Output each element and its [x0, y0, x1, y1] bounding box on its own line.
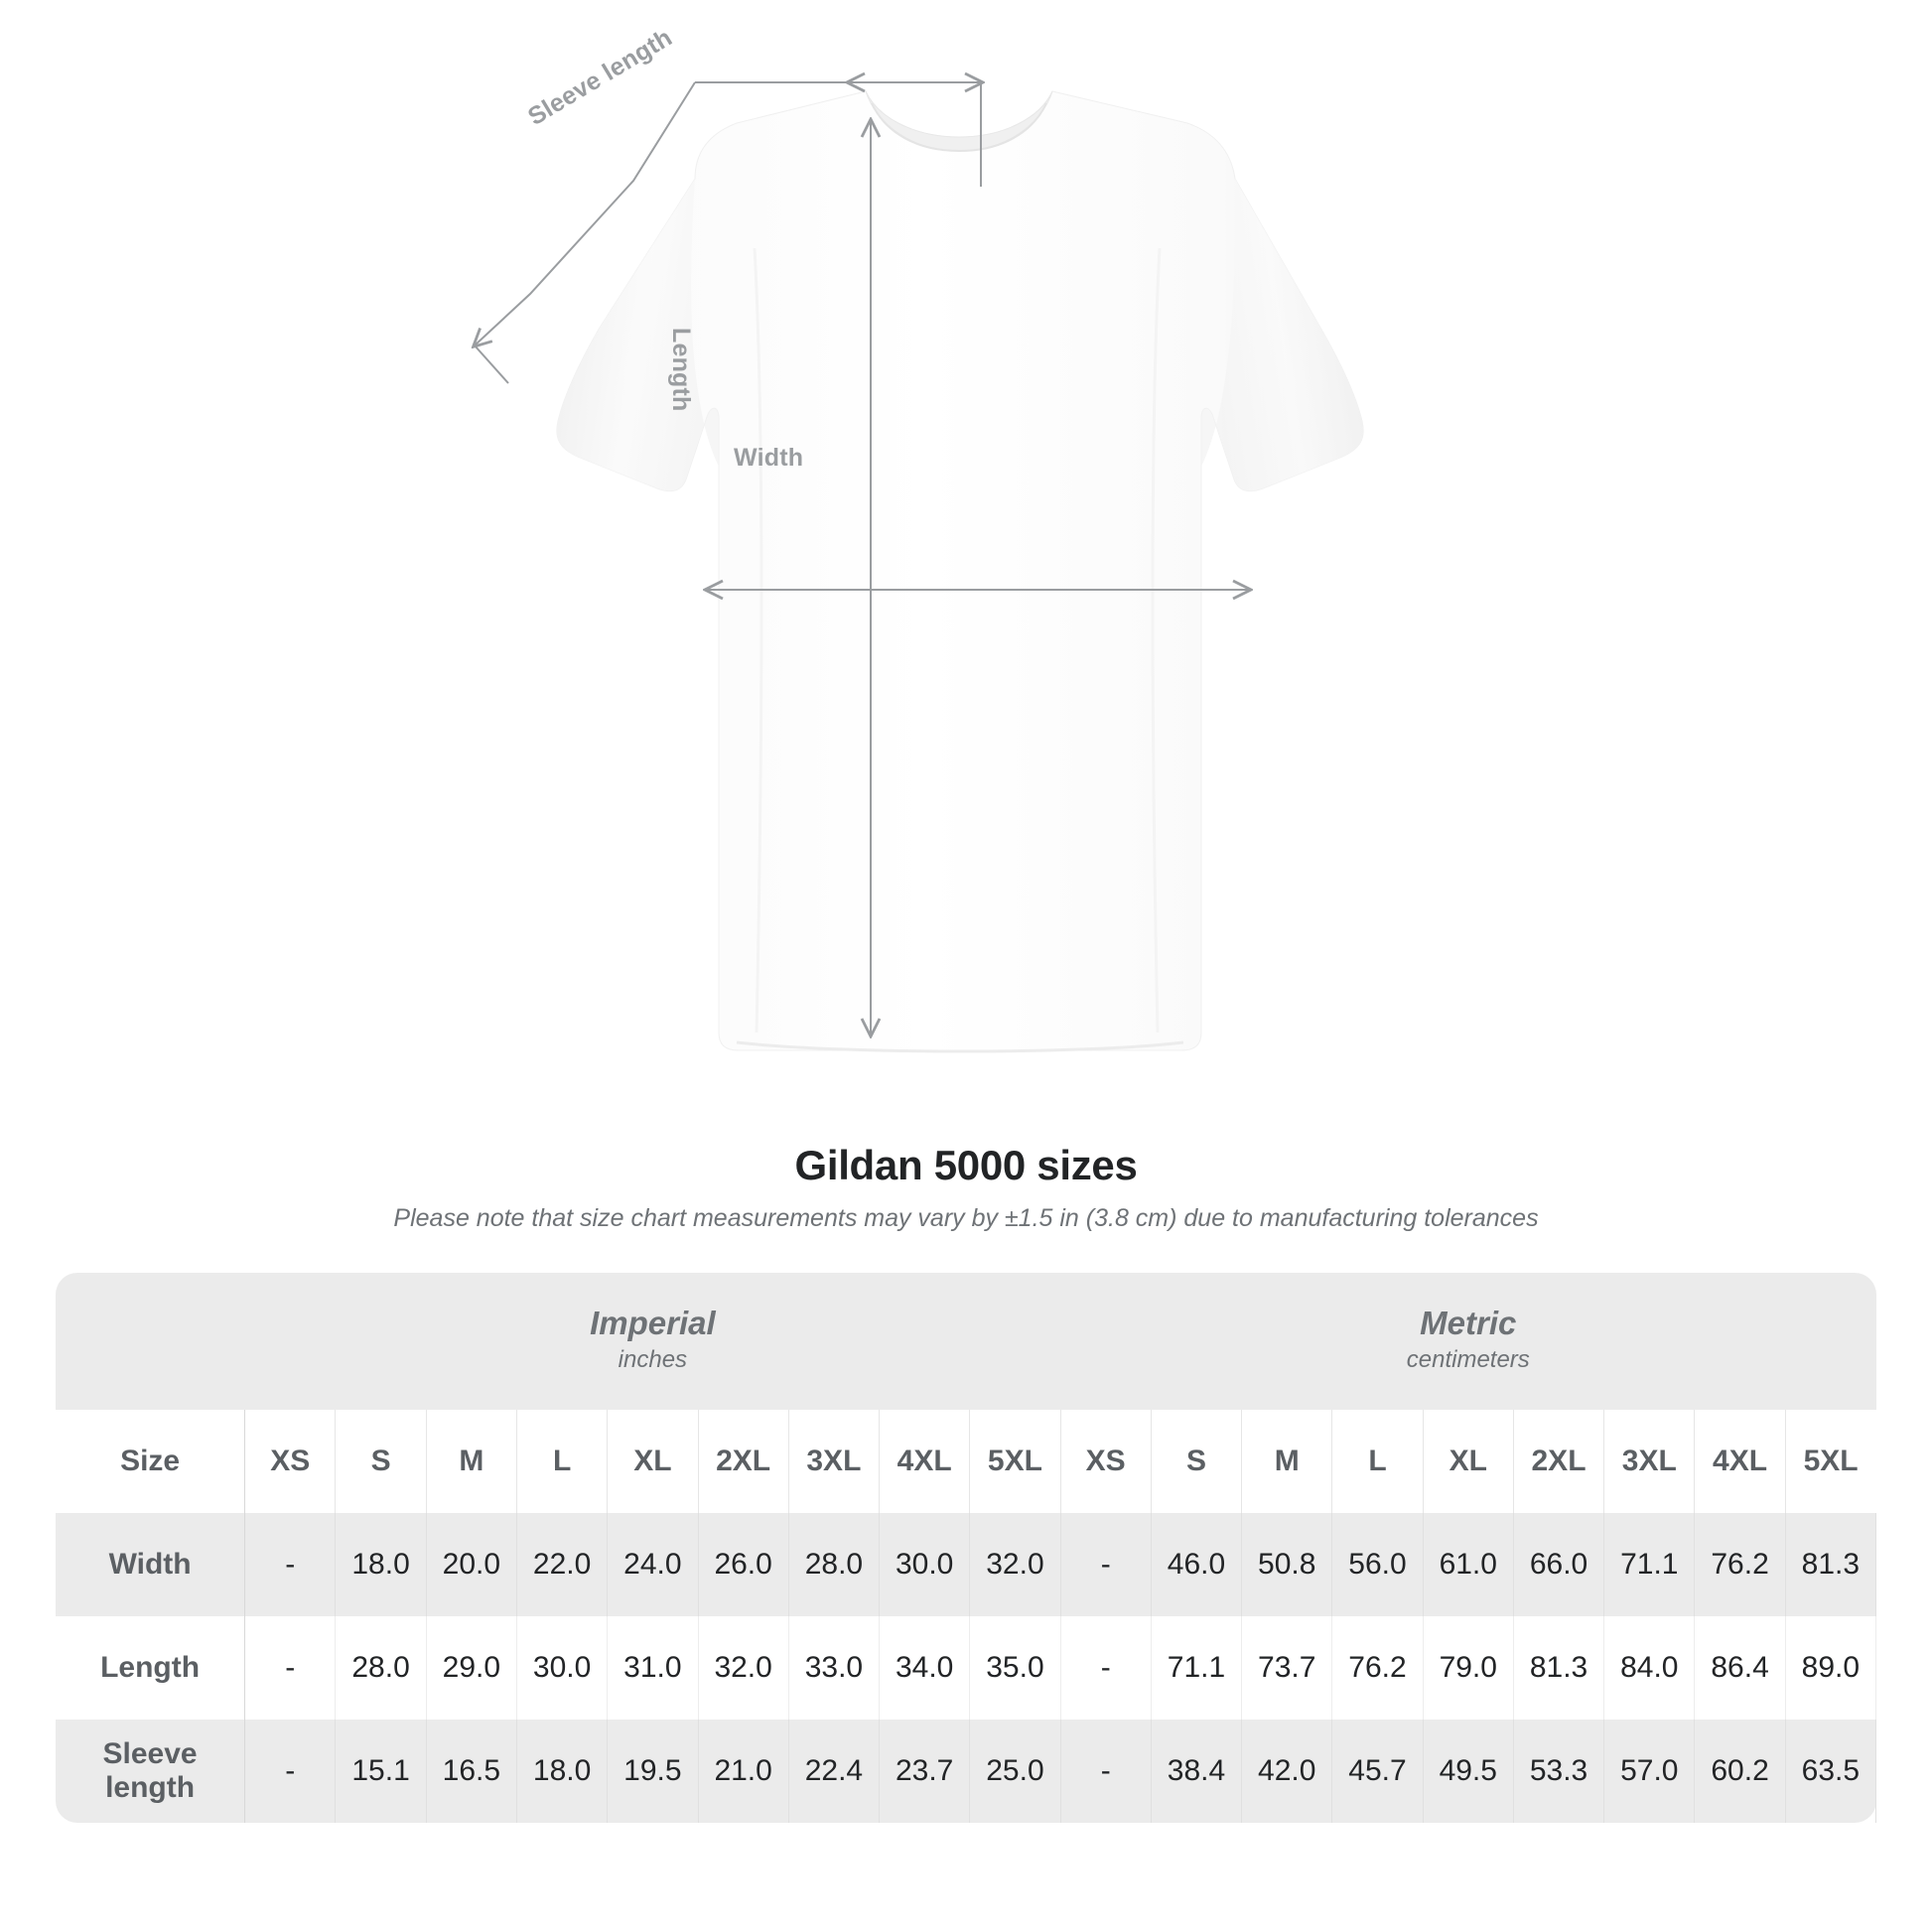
- cell-length-imperial-xs: -: [244, 1616, 337, 1720]
- cell-length-metric-5xl: 89.0: [1785, 1616, 1877, 1720]
- cell-length-imperial-4xl: 34.0: [879, 1616, 971, 1720]
- width-label: Width: [734, 444, 804, 472]
- cell-sleeve-length-metric-2xl: 53.3: [1513, 1720, 1605, 1823]
- cell-sleeve-length-metric-4xl: 60.2: [1694, 1720, 1786, 1823]
- cell-sleeve-length-metric-xs: -: [1059, 1720, 1152, 1823]
- cell-sleeve-length-metric-s: 38.4: [1151, 1720, 1243, 1823]
- cell-length-imperial-s: 28.0: [335, 1616, 427, 1720]
- cell-length-imperial-xl: 31.0: [607, 1616, 699, 1720]
- size-header-imperial-5xl: 5XL: [969, 1410, 1061, 1513]
- cell-width-imperial-s: 18.0: [335, 1513, 427, 1616]
- unit-name: Metric: [1420, 1305, 1517, 1342]
- size-header-imperial-4xl: 4XL: [879, 1410, 971, 1513]
- size-table-container: Imperial inches Metric centimeters Size XS S M L…: [56, 1273, 1877, 1823]
- size-header-imperial-2xl: 2XL: [698, 1410, 789, 1513]
- unit-header-imperial: Imperial inches: [244, 1273, 1061, 1410]
- cell-width-imperial-m: 20.0: [426, 1513, 517, 1616]
- cell-sleeve-length-metric-xl: 49.5: [1423, 1720, 1514, 1823]
- cell-width-metric-3xl: 71.1: [1603, 1513, 1696, 1616]
- cell-length-metric-l: 76.2: [1331, 1616, 1424, 1720]
- cell-length-metric-3xl: 84.0: [1603, 1616, 1696, 1720]
- unit-row-spacer: [56, 1273, 245, 1410]
- size-header-metric-4xl: 4XL: [1694, 1410, 1786, 1513]
- size-header-metric-5xl: 5XL: [1785, 1410, 1876, 1513]
- unit-header-metric: Metric centimeters: [1060, 1273, 1876, 1410]
- unit-subtitle: inches: [618, 1345, 688, 1373]
- row-label-width: Width: [56, 1513, 246, 1616]
- size-table: Imperial inches Metric centimeters Size XS S M L…: [56, 1273, 1877, 1823]
- table-row: Width -18.0 20.0 22.0 24.0 26.0 28.0 30.0 32.0-4…: [56, 1513, 1877, 1616]
- shirt-silhouette: [556, 90, 1364, 1053]
- cell-sleeve-length-imperial-xl: 19.5: [607, 1720, 699, 1823]
- cell-sleeve-length-imperial-s: 15.1: [335, 1720, 427, 1823]
- size-header-metric-s: S: [1151, 1410, 1243, 1513]
- cell-length-metric-xl: 79.0: [1423, 1616, 1514, 1720]
- size-header-imperial-3xl: 3XL: [788, 1410, 881, 1513]
- cell-sleeve-length-imperial-l: 18.0: [516, 1720, 609, 1823]
- cell-length-imperial-3xl: 33.0: [788, 1616, 881, 1720]
- size-header-imperial-m: M: [426, 1410, 517, 1513]
- cell-width-imperial-4xl: 30.0: [879, 1513, 971, 1616]
- unit-header-row: Imperial inches Metric centimeters: [56, 1273, 1876, 1410]
- cell-length-metric-xs: -: [1059, 1616, 1152, 1720]
- cell-width-imperial-3xl: 28.0: [788, 1513, 881, 1616]
- cell-sleeve-length-metric-3xl: 57.0: [1603, 1720, 1696, 1823]
- cell-width-imperial-l: 22.0: [516, 1513, 609, 1616]
- size-header-metric-xl: XL: [1423, 1410, 1514, 1513]
- cell-width-metric-m: 50.8: [1241, 1513, 1333, 1616]
- cell-length-metric-2xl: 81.3: [1513, 1616, 1605, 1720]
- cell-width-metric-xs: -: [1059, 1513, 1152, 1616]
- size-header-imperial-s: S: [335, 1410, 427, 1513]
- cell-length-metric-4xl: 86.4: [1694, 1616, 1786, 1720]
- sleeve-length-dimension-arrow: [475, 82, 981, 384]
- table-row: Length -28.0 29.0 30.0 31.0 32.0 33.0 34.0 35.0-…: [56, 1616, 1877, 1720]
- cell-sleeve-length-metric-m: 42.0: [1241, 1720, 1333, 1823]
- cell-sleeve-length-imperial-xs: -: [244, 1720, 337, 1823]
- cell-sleeve-length-metric-l: 45.7: [1331, 1720, 1424, 1823]
- cell-length-imperial-5xl: 35.0: [969, 1616, 1061, 1720]
- cell-width-metric-xl: 61.0: [1423, 1513, 1514, 1616]
- unit-name: Imperial: [590, 1305, 716, 1342]
- cell-length-imperial-m: 29.0: [426, 1616, 517, 1720]
- cell-length-metric-m: 73.7: [1241, 1616, 1333, 1720]
- cell-width-metric-s: 46.0: [1151, 1513, 1243, 1616]
- size-header-metric-3xl: 3XL: [1603, 1410, 1696, 1513]
- tshirt-illustration: [0, 0, 1364, 1053]
- cell-width-metric-5xl: 81.3: [1785, 1513, 1877, 1616]
- cell-width-metric-l: 56.0: [1331, 1513, 1424, 1616]
- size-header-metric-l: L: [1331, 1410, 1424, 1513]
- tshirt-measurement-diagram: Sleeve length Length Width: [0, 0, 1364, 1053]
- cell-width-imperial-xl: 24.0: [607, 1513, 699, 1616]
- row-label-length: Length: [56, 1616, 246, 1720]
- cell-sleeve-length-metric-5xl: 63.5: [1785, 1720, 1877, 1823]
- cell-width-metric-2xl: 66.0: [1513, 1513, 1605, 1616]
- cell-sleeve-length-imperial-2xl: 21.0: [698, 1720, 789, 1823]
- cell-sleeve-length-imperial-5xl: 25.0: [969, 1720, 1061, 1823]
- cell-sleeve-length-imperial-m: 16.5: [426, 1720, 517, 1823]
- cell-length-metric-s: 71.1: [1151, 1616, 1243, 1720]
- size-header-imperial-xs: XS: [244, 1410, 337, 1513]
- length-label: Length: [667, 328, 695, 412]
- unit-subtitle: centimeters: [1406, 1345, 1530, 1373]
- row-label-sleeve-length: Sleeve length: [56, 1720, 246, 1823]
- cell-width-metric-4xl: 76.2: [1694, 1513, 1786, 1616]
- cell-length-imperial-2xl: 32.0: [698, 1616, 789, 1720]
- cell-sleeve-length-imperial-3xl: 22.4: [788, 1720, 881, 1823]
- cell-width-imperial-xs: -: [244, 1513, 337, 1616]
- size-header-imperial-l: L: [516, 1410, 609, 1513]
- cell-length-imperial-l: 30.0: [516, 1616, 609, 1720]
- cell-sleeve-length-imperial-4xl: 23.7: [879, 1720, 971, 1823]
- cell-width-imperial-2xl: 26.0: [698, 1513, 789, 1616]
- size-column-label: Size: [56, 1410, 246, 1513]
- size-header-imperial-xl: XL: [607, 1410, 699, 1513]
- table-row: Sleeve length -15.1 16.5 18.0 19.5 21.0 22.4 23…: [56, 1720, 1877, 1823]
- size-header-metric-xs: XS: [1059, 1410, 1152, 1513]
- page-title: Gildan 5000 sizes: [794, 1142, 1138, 1188]
- size-header-metric-m: M: [1241, 1410, 1333, 1513]
- size-header-metric-2xl: 2XL: [1513, 1410, 1605, 1513]
- size-header-row: Size XS S M L XL 2XL 3XL 4XL 5XL XS S M L XL 2XL 3XL 4XL 5…: [56, 1410, 1876, 1513]
- cell-width-imperial-5xl: 32.0: [969, 1513, 1061, 1616]
- tolerance-note: Please note that size chart measurements…: [393, 1204, 1539, 1232]
